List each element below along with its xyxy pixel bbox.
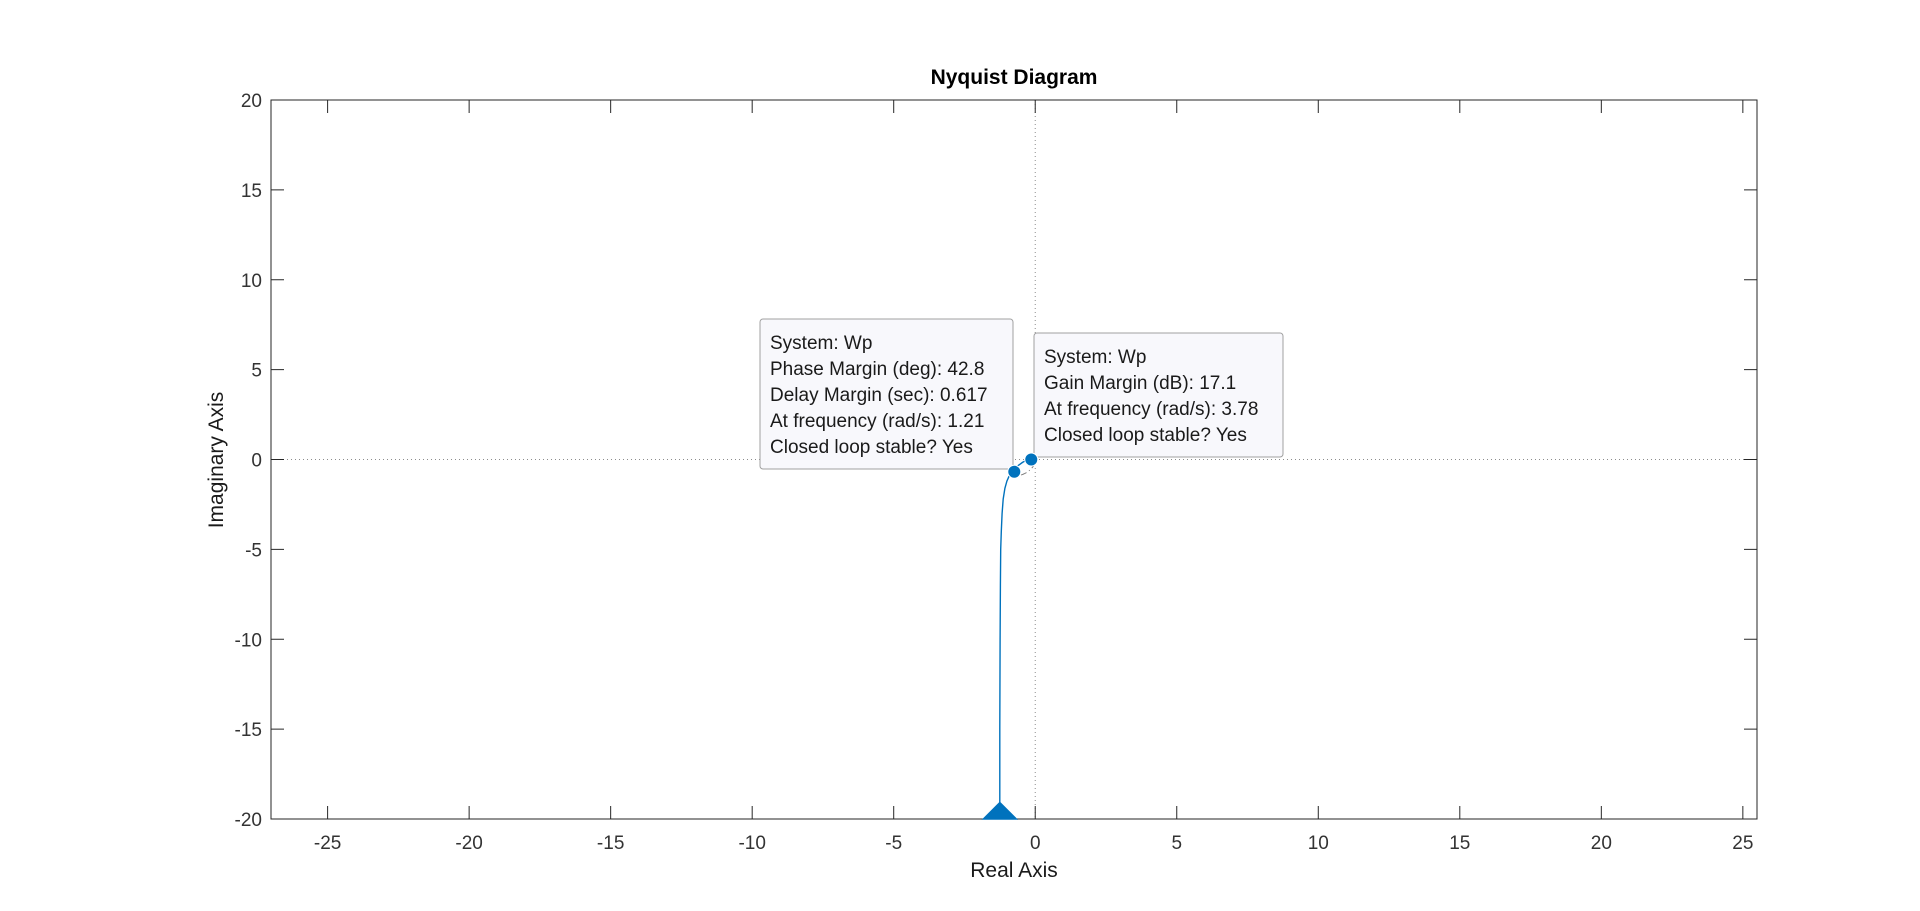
chart-title: Nyquist Diagram <box>931 66 1098 89</box>
x-tick-label: 25 <box>1732 833 1753 854</box>
y-tick-label: -10 <box>235 630 262 651</box>
x-tick-label: 5 <box>1171 833 1182 854</box>
datatip-marker-gain-margin[interactable] <box>1024 452 1039 467</box>
datatip-line: Phase Margin (deg): 42.8 <box>770 359 984 380</box>
direction-arrow-marker <box>981 801 1019 820</box>
datatip-marker-phase-margin[interactable] <box>1007 464 1022 479</box>
y-tick-label: 0 <box>251 451 262 472</box>
y-tick-label: 20 <box>241 91 262 112</box>
datatip-line: System: Wp <box>770 333 872 354</box>
x-tick-label: -10 <box>738 833 765 854</box>
x-tick-label: 0 <box>1030 833 1041 854</box>
datatip-line: Delay Margin (sec): 0.617 <box>770 385 988 406</box>
x-tick-label: 20 <box>1591 833 1612 854</box>
y-tick-label: 5 <box>251 361 262 382</box>
datatip-line: System: Wp <box>1044 347 1146 368</box>
plot-area <box>271 100 1757 819</box>
x-axis-label: Real Axis <box>970 859 1058 882</box>
datatip-line: Closed loop stable? Yes <box>1044 425 1247 446</box>
y-tick-label: 15 <box>241 181 262 202</box>
x-tick-labels: -25 -20 -15 -10 -5 0 5 10 15 20 25 <box>314 833 1754 854</box>
datatip-line: At frequency (rad/s): 3.78 <box>1044 399 1258 420</box>
datatip-gain-margin[interactable]: System: Wp Gain Margin (dB): 17.1 At frequ… <box>1024 332 1284 467</box>
y-tick-label: -15 <box>235 720 262 741</box>
datatip-box <box>759 318 1014 470</box>
x-tick-label: -25 <box>314 833 341 854</box>
x-tick-label: 10 <box>1308 833 1329 854</box>
y-tick-label: 10 <box>241 271 262 292</box>
datatip-line: Gain Margin (dB): 17.1 <box>1044 373 1236 394</box>
y-tick-labels: -20 -15 -10 -5 0 5 10 15 20 <box>235 91 262 831</box>
x-tick-label: -5 <box>885 833 902 854</box>
y-tick-label: -20 <box>235 810 262 831</box>
datatip-line: At frequency (rad/s): 1.21 <box>770 411 984 432</box>
y-axis-label: Imaginary Axis <box>205 392 228 529</box>
x-tick-label: -20 <box>455 833 482 854</box>
datatip-phase-margin[interactable]: System: Wp Phase Margin (deg): 42.8 Delay … <box>759 318 1022 479</box>
y-tick-label: -5 <box>245 540 262 561</box>
datatip-box <box>1033 332 1284 458</box>
data-tips[interactable]: System: Wp Phase Margin (deg): 42.8 Delay … <box>759 318 1284 479</box>
x-tick-label: 15 <box>1449 833 1470 854</box>
datatip-line: Closed loop stable? Yes <box>770 437 973 458</box>
x-tick-label: -15 <box>597 833 624 854</box>
